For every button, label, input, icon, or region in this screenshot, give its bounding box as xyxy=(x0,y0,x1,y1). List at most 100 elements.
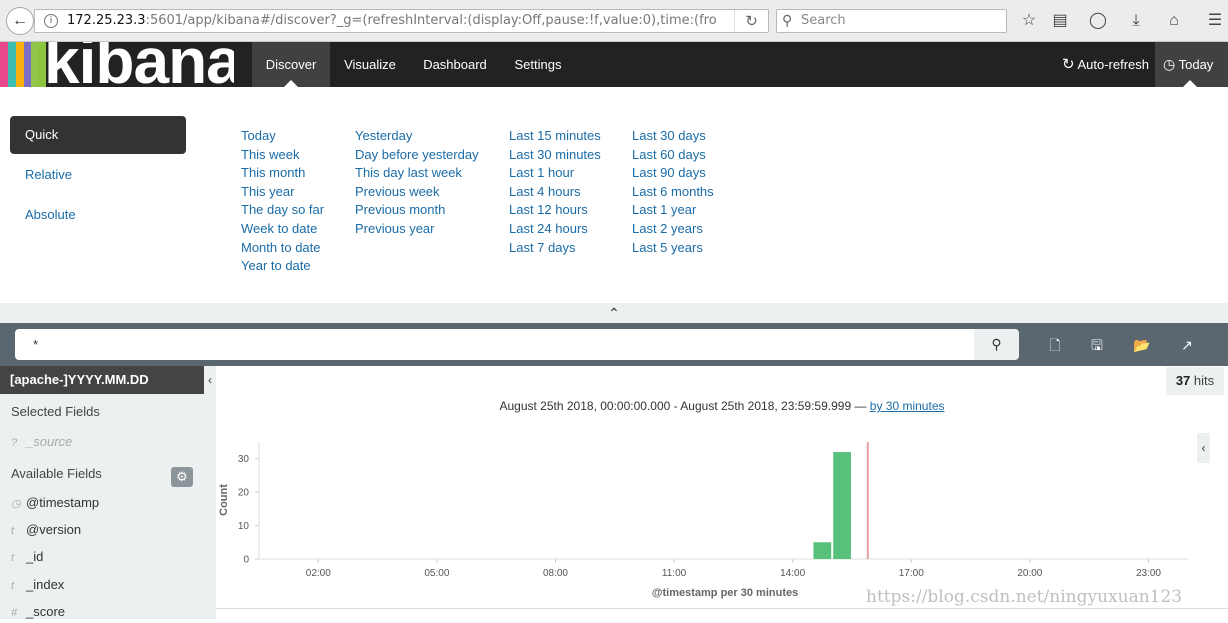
url-host: 172.25.23.3 xyxy=(67,13,146,28)
x-tick-label: 08:00 xyxy=(543,568,568,579)
logo-stripes xyxy=(0,42,46,87)
refresh-icon: ↻ xyxy=(1062,56,1075,73)
quick-range-link[interactable]: Day before yesterday xyxy=(355,146,479,162)
quick-range-link[interactable]: This month xyxy=(241,165,306,181)
auto-refresh-button[interactable]: ↻ Auto-refresh xyxy=(1062,42,1149,87)
x-tick-label: 17:00 xyxy=(899,568,924,579)
field-name: _score xyxy=(26,604,66,619)
tab-discover[interactable]: Discover xyxy=(252,42,330,87)
download-icon[interactable]: ⤓ xyxy=(1132,12,1140,29)
kibana-logo[interactable]: kibana xyxy=(0,42,234,87)
quick-range-link[interactable]: This year xyxy=(241,183,295,199)
field-name: _source xyxy=(26,434,73,449)
x-tick-label: 14:00 xyxy=(780,568,805,579)
field-item[interactable]: # _score xyxy=(11,602,65,622)
browser-search-input[interactable]: ⚲ Search xyxy=(776,9,1007,33)
available-fields-heading: Available Fields xyxy=(11,466,102,481)
url-bar[interactable]: i 172.25.23.3:5601/app/kibana#/discover?… xyxy=(34,9,769,33)
field-item[interactable]: ? _source xyxy=(11,432,72,452)
field-type-icon: t xyxy=(11,525,15,537)
logo-stripe xyxy=(8,42,16,87)
mode-quick[interactable]: Quick xyxy=(10,116,186,154)
quick-range-link[interactable]: Week to date xyxy=(241,220,318,236)
quick-range-link[interactable]: Last 4 hours xyxy=(509,183,581,199)
search-icon: ⚲ xyxy=(991,336,1002,352)
chevron-left-icon: ‹ xyxy=(1201,441,1206,455)
histogram-bar xyxy=(833,452,851,559)
tab-visualize[interactable]: Visualize xyxy=(344,57,396,72)
expand-panel-button[interactable]: ‹ xyxy=(1197,433,1210,463)
timepicker-label: Today xyxy=(1178,57,1214,72)
home-icon[interactable]: ⌂ xyxy=(1169,12,1179,29)
quick-range-link[interactable]: Last 7 days xyxy=(509,239,576,255)
reading-list-icon[interactable]: ▤ xyxy=(1052,12,1068,29)
quick-range-link[interactable]: Last 6 months xyxy=(632,183,714,199)
quick-range-link[interactable]: Last 30 minutes xyxy=(509,146,601,162)
timepicker-caret xyxy=(1183,80,1197,87)
reload-icon[interactable]: ↻ xyxy=(734,10,768,32)
quick-range-link[interactable]: Previous year xyxy=(355,220,435,236)
interval-link[interactable]: by 30 minutes xyxy=(869,399,945,413)
tab-dashboard[interactable]: Dashboard xyxy=(423,57,487,72)
logo-stripe xyxy=(24,42,31,87)
menu-icon[interactable]: ☰ xyxy=(1207,12,1223,29)
logo-stripe xyxy=(31,42,38,87)
share-search-icon[interactable]: ↗ xyxy=(1181,337,1193,353)
auto-refresh-label: Auto-refresh xyxy=(1077,57,1150,72)
index-pattern-selector[interactable]: [apache-]YYYY.MM.DD xyxy=(0,366,204,394)
collapse-sidebar-button[interactable]: ‹ xyxy=(204,366,216,394)
logo-text: kibana xyxy=(44,42,234,87)
quick-range-link[interactable]: Last 90 days xyxy=(632,165,706,181)
field-item[interactable]: t @version xyxy=(11,520,81,540)
x-tick-label: 23:00 xyxy=(1136,568,1161,579)
quick-range-link[interactable]: Last 5 years xyxy=(632,239,703,255)
back-button[interactable]: ← xyxy=(6,7,34,35)
quick-range-link[interactable]: Last 1 year xyxy=(632,202,697,218)
bookmark-star-icon[interactable]: ☆ xyxy=(1021,12,1037,29)
tab-settings[interactable]: Settings xyxy=(514,57,562,72)
search-icon: ⚲ xyxy=(782,13,793,29)
quick-range-link[interactable]: Last 24 hours xyxy=(509,220,588,236)
mode-relative[interactable]: Relative xyxy=(25,167,72,182)
quick-range-link[interactable]: Last 12 hours xyxy=(509,202,588,218)
quick-range-link[interactable]: Previous week xyxy=(355,183,440,199)
quick-range-link[interactable]: Last 15 minutes xyxy=(509,128,601,143)
y-tick-label: 30 xyxy=(238,454,250,465)
quick-range-link[interactable]: Month to date xyxy=(241,239,321,255)
new-search-icon[interactable]: 🗋 xyxy=(1049,337,1061,353)
y-tick-label: 0 xyxy=(243,555,249,566)
quick-range-link[interactable]: Last 60 days xyxy=(632,146,706,162)
quick-range-link[interactable]: Today xyxy=(241,128,276,143)
logo-stripe xyxy=(0,42,8,87)
x-tick-label: 05:00 xyxy=(424,568,449,579)
quick-range-link[interactable]: This day last week xyxy=(355,165,462,181)
mode-absolute[interactable]: Absolute xyxy=(25,207,76,222)
quick-range-link[interactable]: The day so far xyxy=(241,202,325,218)
save-search-icon[interactable]: 🖫 xyxy=(1091,337,1103,353)
field-item[interactable]: t _id xyxy=(11,547,43,567)
quick-range-link[interactable]: This week xyxy=(241,146,300,162)
field-item[interactable]: t _index xyxy=(11,575,64,595)
gear-icon[interactable]: ⚙ xyxy=(171,467,193,487)
info-icon[interactable]: i xyxy=(44,14,58,28)
field-item[interactable]: ◷ @timestamp xyxy=(11,493,99,513)
quick-range-link[interactable]: Year to date xyxy=(241,258,311,274)
timepicker-toggle[interactable]: ◷ Today xyxy=(1155,42,1228,87)
query-submit-button[interactable]: ⚲ xyxy=(974,329,1019,360)
x-tick-label: 20:00 xyxy=(1017,568,1042,579)
x-tick-label: 02:00 xyxy=(306,568,331,579)
quick-range-link[interactable]: Last 2 years xyxy=(632,220,703,236)
x-tick-label: 11:00 xyxy=(662,568,687,579)
collapse-timepicker-button[interactable]: ⌃ xyxy=(0,303,1228,323)
chevron-up-icon: ⌃ xyxy=(608,305,620,321)
open-search-icon[interactable]: 📂 xyxy=(1133,337,1151,353)
quick-range-link[interactable]: Yesterday xyxy=(355,128,413,143)
quick-range-link[interactable]: Last 1 hour xyxy=(509,165,575,181)
query-input[interactable]: * xyxy=(15,329,974,360)
pocket-icon[interactable]: ◯ xyxy=(1089,12,1107,29)
field-type-icon: ? xyxy=(11,437,18,449)
quick-range-link[interactable]: Last 30 days xyxy=(632,128,706,143)
time-picker-panel: Quick Relative Absolute Today This week Th… xyxy=(0,87,1228,303)
quick-range-link[interactable]: Previous month xyxy=(355,202,446,218)
selected-fields-heading: Selected Fields xyxy=(11,404,100,419)
